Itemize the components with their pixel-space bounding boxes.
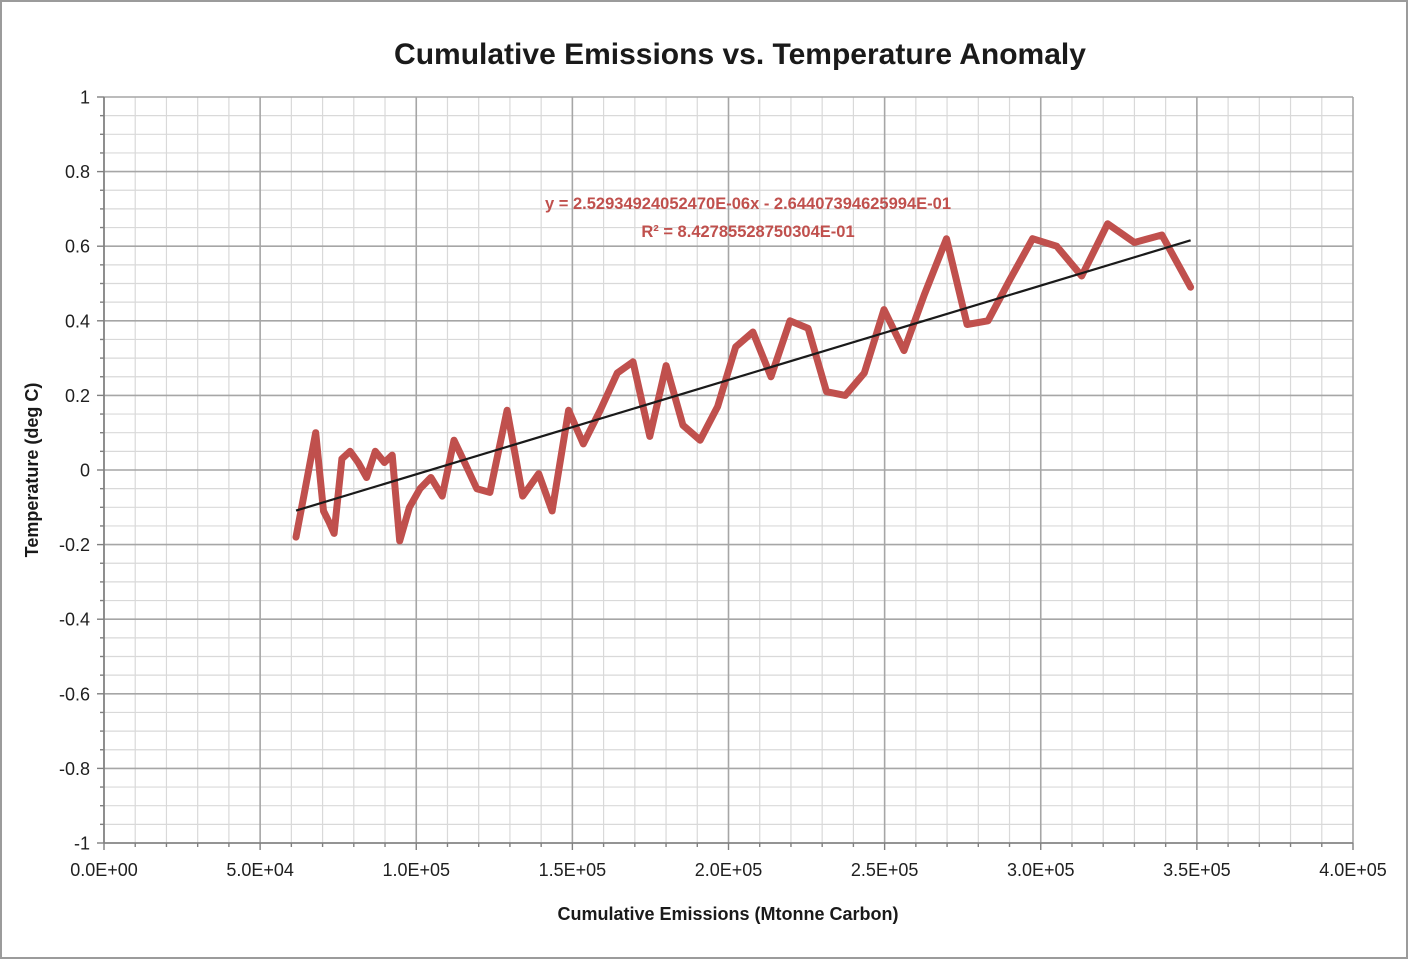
x-axis-tick-label: 4.0E+05 — [1319, 860, 1387, 880]
trendline-equation-label[interactable]: y = 2.52934924052470E-06x - 2.6440739462… — [545, 195, 951, 213]
y-axis-tick-label: -0.6 — [59, 684, 90, 704]
linear-trendline[interactable] — [295, 239, 1191, 512]
temperature-series-line[interactable] — [292, 220, 1195, 545]
axis-tick-marks — [97, 96, 1354, 850]
y-axis-tick-label: -0.2 — [59, 535, 90, 555]
x-axis-tick-label: 0.0E+00 — [70, 860, 138, 880]
y-axis-tick-label: 0.4 — [65, 311, 90, 331]
x-axis-tick-label: 5.0E+04 — [226, 860, 294, 880]
y-axis-tick-labels: 1 0.8 0.6 0.4 0.2 0 -0.2 -0.4 -0.6 -0.8 -1 — [59, 88, 90, 854]
y-axis-tick-label: 1 — [80, 88, 90, 108]
y-axis-title[interactable]: Temperature (deg C) — [22, 383, 42, 558]
y-axis-tick-label: -0.8 — [59, 759, 90, 779]
x-axis-title[interactable]: Cumulative Emissions (Mtonne Carbon) — [557, 904, 898, 924]
chart-title[interactable]: Cumulative Emissions vs. Temperature Ano… — [394, 38, 1086, 71]
x-axis-tick-labels: 0.0E+00 5.0E+04 1.0E+05 1.5E+05 2.0E+05 2.5E+… — [70, 860, 1387, 880]
y-axis-tick-label: 0.6 — [65, 237, 90, 257]
x-axis-tick-label: 3.5E+05 — [1163, 860, 1231, 880]
y-axis-tick-label: 0 — [80, 461, 90, 481]
y-axis-tick-label: 0.8 — [65, 162, 90, 182]
x-axis-tick-label: 1.0E+05 — [382, 860, 450, 880]
x-axis-tick-label: 2.0E+05 — [695, 860, 763, 880]
x-axis-tick-label: 3.0E+05 — [1007, 860, 1075, 880]
trendline-r-squared-label[interactable]: R² = 8.42785528750304E-01 — [641, 223, 854, 241]
y-axis-tick-label: -1 — [74, 834, 90, 854]
y-axis-tick-label: 0.2 — [65, 386, 90, 406]
y-axis-tick-label: -0.4 — [59, 610, 90, 630]
x-axis-tick-label: 1.5E+05 — [539, 860, 607, 880]
x-axis-tick-label: 2.5E+05 — [851, 860, 919, 880]
